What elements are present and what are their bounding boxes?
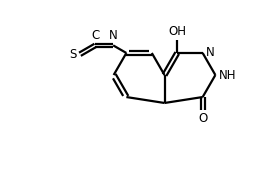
Text: O: O: [198, 112, 207, 125]
Text: NH: NH: [219, 69, 236, 82]
Text: N: N: [206, 46, 215, 59]
Text: OH: OH: [168, 25, 186, 38]
Text: N: N: [109, 29, 118, 42]
Text: S: S: [69, 48, 77, 61]
Text: C: C: [91, 29, 99, 42]
